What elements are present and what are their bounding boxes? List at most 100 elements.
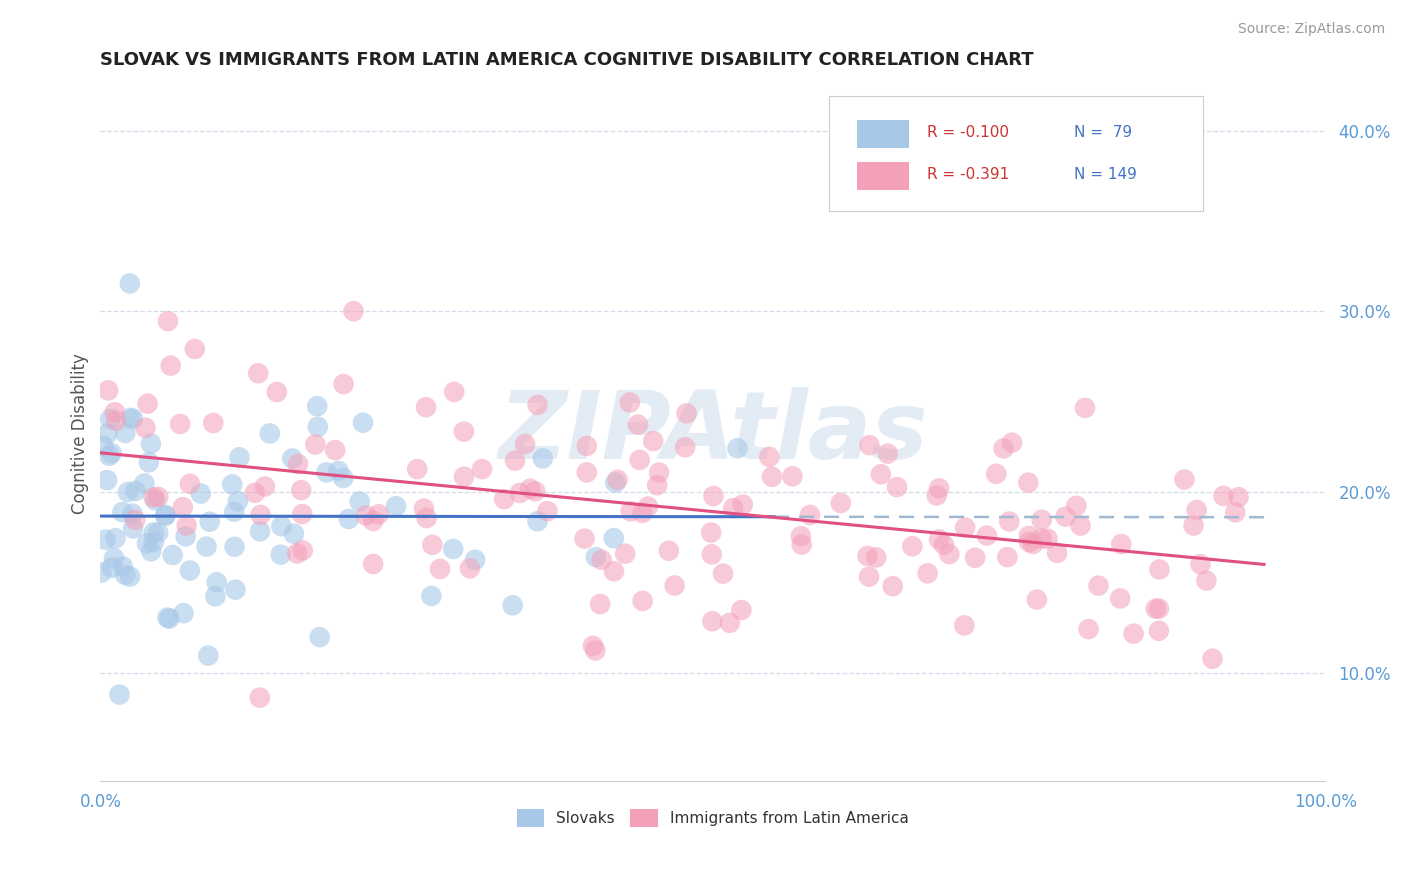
Point <box>148 525 170 540</box>
Point <box>108 688 131 702</box>
Point <box>139 436 162 450</box>
Point <box>575 439 598 453</box>
Point <box>406 462 429 476</box>
Point <box>285 546 308 560</box>
Point <box>159 359 181 373</box>
Point <box>420 589 443 603</box>
Point <box>415 401 437 415</box>
Point <box>139 544 162 558</box>
Point <box>1017 475 1039 490</box>
Point <box>976 528 998 542</box>
Point <box>901 539 924 553</box>
Point <box>453 469 475 483</box>
Point <box>664 578 686 592</box>
Point <box>658 543 681 558</box>
Point <box>758 450 780 464</box>
Point <box>1018 529 1040 543</box>
Point <box>304 437 326 451</box>
Point <box>799 508 821 522</box>
Point <box>98 412 121 426</box>
Point <box>249 524 271 539</box>
Point <box>731 498 754 512</box>
Point <box>858 438 880 452</box>
Point <box>1149 562 1171 576</box>
Text: N = 149: N = 149 <box>1074 167 1137 182</box>
Point <box>995 550 1018 565</box>
Point <box>870 467 893 482</box>
Point <box>332 377 354 392</box>
Point <box>96 426 118 441</box>
Point <box>120 569 142 583</box>
Point <box>204 590 226 604</box>
Point <box>725 442 748 456</box>
Point <box>98 449 121 463</box>
Point <box>124 513 146 527</box>
Point <box>953 618 976 632</box>
Point <box>190 486 212 500</box>
Point <box>986 467 1008 481</box>
Point <box>782 469 804 483</box>
Point <box>307 399 329 413</box>
Point <box>503 453 526 467</box>
Point <box>711 566 734 581</box>
Point <box>591 553 613 567</box>
Point <box>858 570 880 584</box>
Point <box>1066 499 1088 513</box>
Point <box>270 519 292 533</box>
Point <box>998 515 1021 529</box>
Point <box>865 550 887 565</box>
Point <box>169 417 191 431</box>
Point <box>928 481 950 495</box>
Point <box>458 561 481 575</box>
Point <box>202 416 225 430</box>
Point <box>142 535 165 549</box>
Point <box>441 541 464 556</box>
Point <box>134 476 156 491</box>
Point <box>583 643 606 657</box>
Point <box>531 451 554 466</box>
Point <box>648 466 671 480</box>
Point <box>574 532 596 546</box>
Point <box>675 406 697 420</box>
Point <box>117 485 139 500</box>
FancyBboxPatch shape <box>858 162 908 190</box>
Point <box>157 612 180 626</box>
Point <box>103 551 125 566</box>
Point <box>1144 601 1167 615</box>
Point <box>1122 626 1144 640</box>
Point <box>114 567 136 582</box>
Point <box>702 614 724 628</box>
Point <box>104 405 127 419</box>
Point <box>134 421 156 435</box>
FancyBboxPatch shape <box>830 96 1202 211</box>
Point <box>585 550 607 565</box>
Point <box>94 533 117 547</box>
Point <box>259 426 281 441</box>
Point <box>136 397 159 411</box>
Point <box>342 304 364 318</box>
Point <box>290 483 312 497</box>
Point <box>790 529 813 543</box>
Point <box>886 480 908 494</box>
Point <box>205 575 228 590</box>
Point <box>702 489 724 503</box>
Point <box>148 490 170 504</box>
Point <box>291 507 314 521</box>
Point <box>172 606 194 620</box>
Point <box>422 538 444 552</box>
Point <box>111 559 134 574</box>
Point <box>1054 509 1077 524</box>
Text: ZIPAtlas: ZIPAtlas <box>498 387 928 479</box>
Point <box>142 525 165 540</box>
Point <box>761 469 783 483</box>
Point <box>122 521 145 535</box>
Point <box>1212 489 1234 503</box>
Point <box>122 412 145 426</box>
Point <box>104 414 127 428</box>
Point <box>156 314 179 328</box>
Point <box>1031 513 1053 527</box>
Point <box>1227 490 1250 504</box>
Point <box>118 277 141 291</box>
Point <box>603 564 626 578</box>
Point <box>1195 574 1218 588</box>
